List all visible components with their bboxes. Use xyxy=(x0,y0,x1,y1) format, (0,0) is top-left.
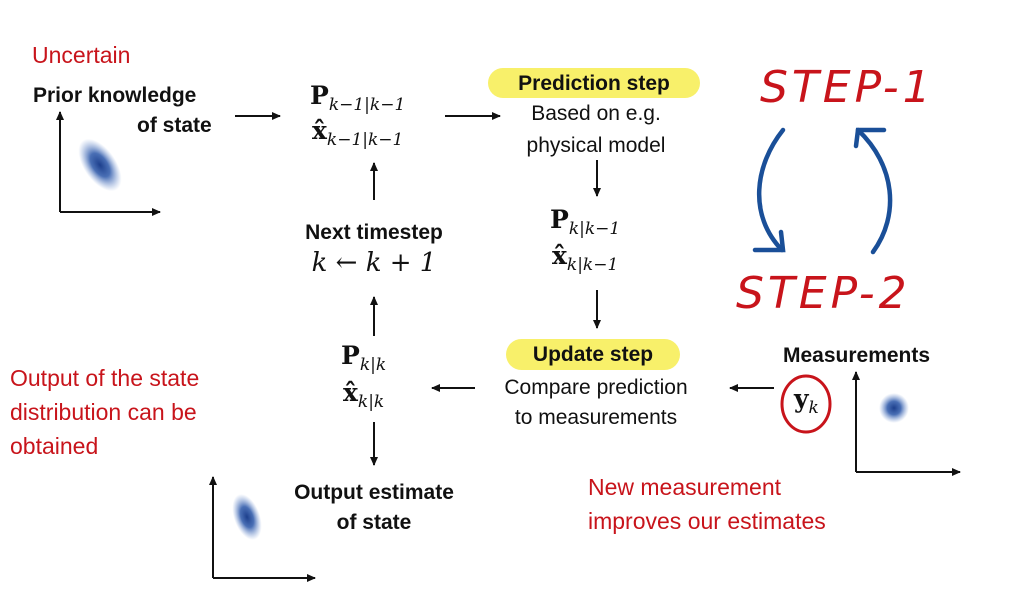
measurements-title: Measurements xyxy=(783,344,931,367)
gaussian-blob xyxy=(232,494,262,540)
next-timestep-formula: k ← k + 1 xyxy=(311,248,437,278)
update-desc-line2: to measurements xyxy=(514,406,678,429)
arrowhead-icon xyxy=(752,229,786,253)
output-note-line2: distribution can be xyxy=(10,399,197,425)
prior-distribution-plot xyxy=(56,111,161,216)
gaussian-blob xyxy=(78,138,122,192)
prior-state-estimate: x̂k−1|k−1 xyxy=(312,116,404,150)
predicted-covariance: Pk|k−1 xyxy=(550,205,621,239)
prior-label-line1: Prior knowledge xyxy=(33,84,197,107)
arrow-step2-to-step1-icon xyxy=(855,127,893,255)
output-label-line1: Output estimate xyxy=(294,481,454,504)
update-step-highlight xyxy=(506,339,680,370)
prior-covariance: Pk−1|k−1 xyxy=(310,81,406,115)
output-note-line1: Output of the state xyxy=(10,365,200,391)
next-timestep-title: Next timestep xyxy=(305,221,443,244)
update-desc-line1: Compare prediction xyxy=(504,376,688,399)
measurement-plot xyxy=(852,371,961,476)
measurement-note-line2: improves our estimates xyxy=(588,508,826,534)
output-note-line3: obtained xyxy=(10,433,99,459)
prediction-step-title: Prediction step xyxy=(518,72,670,95)
updated-state-estimate: x̂k|k xyxy=(343,378,385,412)
measurement-vector: yk xyxy=(794,384,819,418)
prediction-desc-line2: physical model xyxy=(526,134,666,157)
step2-handwritten-label: STEP-2 xyxy=(736,268,911,319)
prediction-step-highlight xyxy=(488,68,700,98)
measurement-circle-annotation xyxy=(780,374,832,434)
step1-handwritten-label: STEP-1 xyxy=(760,62,935,113)
gaussian-blob xyxy=(879,393,909,423)
prediction-desc-line1: Based on e.g. xyxy=(531,102,661,125)
measurement-note-line1: New measurement xyxy=(588,474,782,500)
predicted-state-estimate: x̂k|k−1 xyxy=(552,241,619,275)
output-distribution-plot xyxy=(209,476,316,582)
prior-label-line2: of state xyxy=(137,114,212,137)
output-label-line2: of state xyxy=(336,511,412,534)
update-step-title: Update step xyxy=(532,343,654,366)
arrowhead-icon xyxy=(853,127,887,149)
loop-arrows xyxy=(752,127,893,255)
updated-covariance: Pk|k xyxy=(341,341,387,375)
uncertain-annotation: Uncertain xyxy=(32,42,131,68)
arrow-step1-to-step2-icon xyxy=(756,127,786,253)
